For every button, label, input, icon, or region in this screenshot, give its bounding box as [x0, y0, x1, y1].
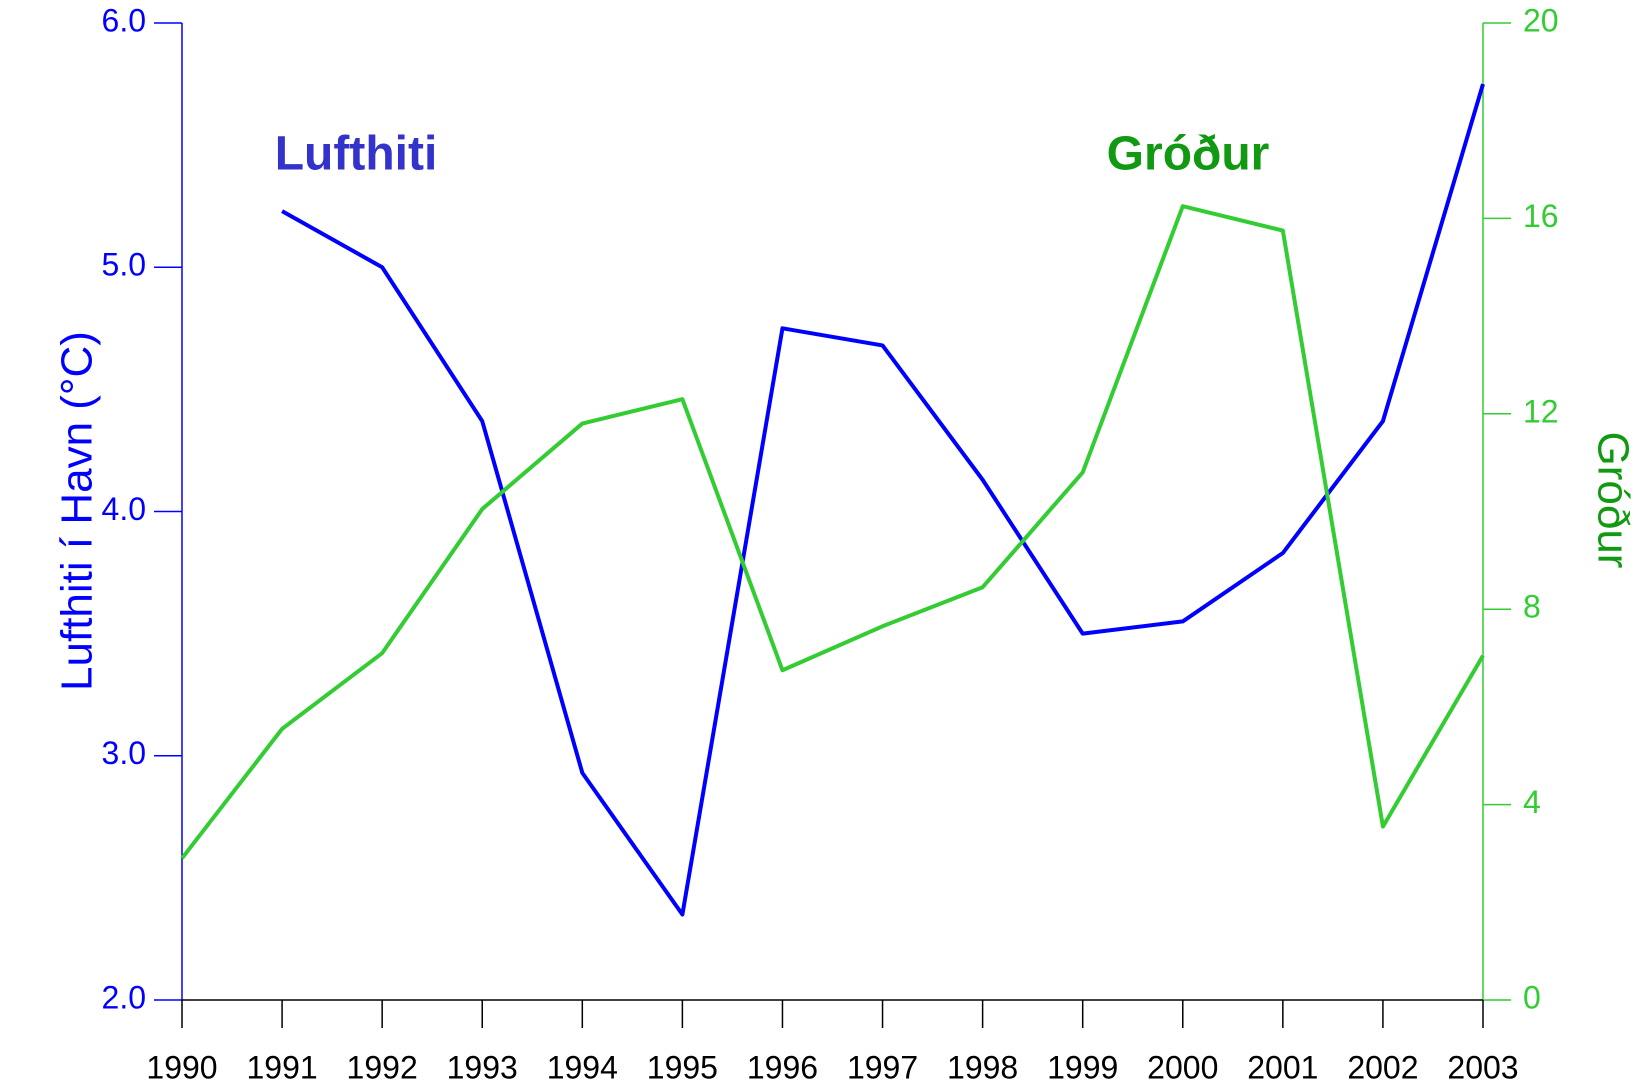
y2-tick-label: 16: [1523, 198, 1559, 234]
x-tick-label: 1997: [847, 1049, 918, 1085]
x-tick-label: 1995: [647, 1049, 718, 1085]
y-tick-label: 3.0: [102, 735, 146, 771]
y2-tick-label: 4: [1523, 784, 1541, 820]
y-axis-label: Lufthiti í Havn (°C): [53, 331, 102, 691]
y2-tick-label: 0: [1523, 979, 1541, 1015]
series-annotation: Gróður: [1107, 128, 1270, 181]
series-annotation: Lufthiti: [275, 128, 438, 181]
series-line: [281, 83, 1485, 917]
x-tick-label: 1991: [246, 1049, 317, 1085]
y2-axis-label: Gróður: [1588, 432, 1637, 569]
series-line: [180, 204, 1485, 860]
y2-tick-label: 12: [1523, 393, 1559, 429]
x-tick-label: 1992: [347, 1049, 418, 1085]
x-tick-label: 2003: [1447, 1049, 1518, 1085]
y-tick-label: 4.0: [102, 491, 146, 527]
x-tick-label: 1999: [1047, 1049, 1118, 1085]
y2-tick-label: 8: [1523, 589, 1541, 625]
y2-tick-label: 20: [1523, 2, 1559, 38]
x-tick-label: 1994: [547, 1049, 618, 1085]
x-tick-label: 1996: [747, 1049, 818, 1085]
x-tick-label: 1993: [447, 1049, 518, 1085]
y-tick-label: 6.0: [102, 2, 146, 38]
x-tick-label: 2000: [1147, 1049, 1218, 1085]
x-tick-label: 2002: [1347, 1049, 1418, 1085]
y-tick-label: 2.0: [102, 979, 146, 1015]
x-tick-label: 2001: [1247, 1049, 1318, 1085]
x-tick-label: 1998: [947, 1049, 1018, 1085]
x-tick-label: 1990: [146, 1049, 217, 1085]
y-tick-label: 5.0: [102, 247, 146, 283]
